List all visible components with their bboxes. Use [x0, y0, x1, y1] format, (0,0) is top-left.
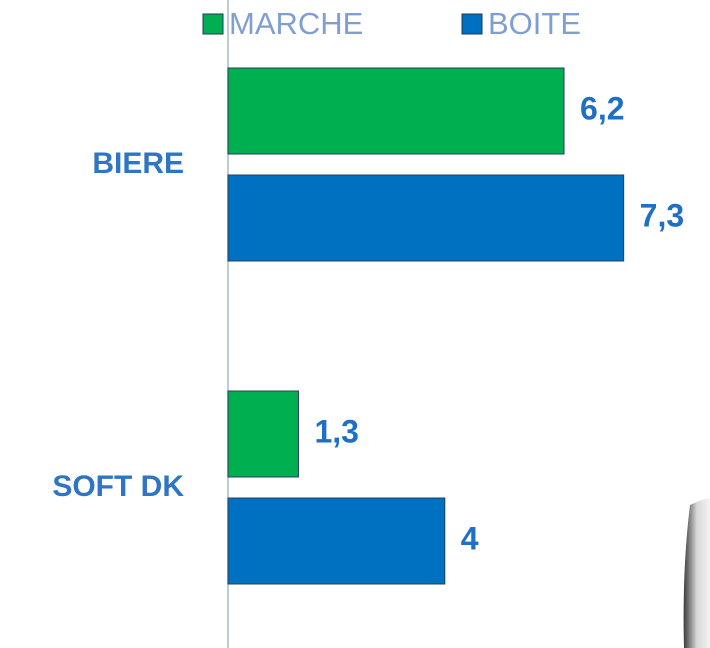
bar	[227, 390, 299, 478]
decoration	[683, 498, 710, 648]
legend-label: BOITE	[488, 6, 581, 41]
category-label: SOFT DK	[52, 470, 184, 503]
legend-swatch	[461, 13, 483, 35]
value-label: 7,3	[640, 197, 684, 233]
bar	[227, 67, 565, 155]
bar	[227, 497, 446, 585]
value-label: 1,3	[314, 413, 358, 449]
value-label: 6,2	[580, 90, 624, 126]
legend-label: MARCHE	[229, 6, 363, 41]
legend-swatch	[202, 13, 224, 35]
category-label: BIERE	[92, 147, 184, 180]
value-label: 4	[461, 520, 479, 556]
bar	[227, 174, 625, 262]
